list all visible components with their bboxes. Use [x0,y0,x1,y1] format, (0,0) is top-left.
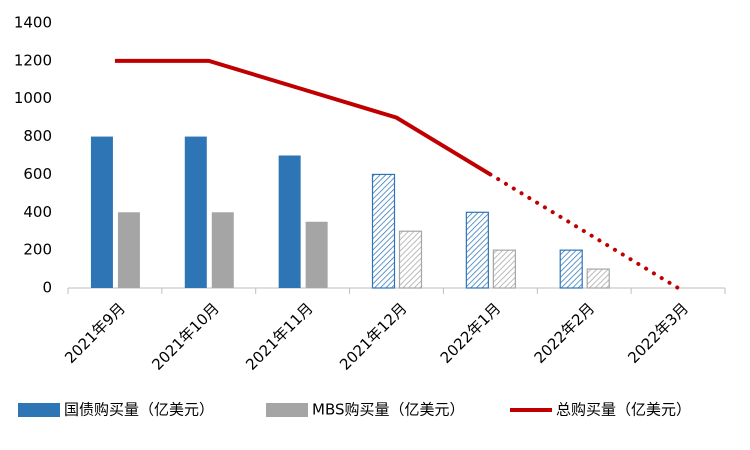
legend-swatch [266,403,308,417]
y-tick-label: 1400 [14,14,52,32]
y-tick-label: 600 [23,165,52,183]
legend-label: 国债购买量（亿美元） [64,401,214,419]
x-tick-label: 2022年2月 [531,299,599,367]
y-tick-label: 400 [23,203,52,221]
x-tick-label: 2021年11月 [242,299,316,373]
y-tick-label: 0 [42,279,52,297]
line-projected [488,172,681,290]
bar [586,268,610,289]
bar [398,230,423,289]
legend-swatch [18,403,60,417]
y-tick-label: 1200 [14,51,52,69]
bar [117,212,140,288]
bar [278,155,301,288]
y-tick-label: 800 [23,127,52,145]
bar [211,212,234,288]
bar [559,249,583,289]
x-tick-label: 2022年1月 [437,299,505,367]
bar [305,221,328,288]
x-tick-label: 2021年10月 [148,299,222,373]
legend-label: 总购买量（亿美元） [556,401,691,419]
bar [371,173,396,289]
bar [465,211,489,289]
x-tick-label: 2021年9月 [61,299,129,367]
legend-label: MBS购买量（亿美元） [312,401,465,419]
y-tick-label: 200 [23,241,52,259]
bar [90,136,113,288]
bar [184,136,207,288]
y-tick-label: 1000 [14,89,52,107]
x-tick-label: 2021年12月 [336,299,410,373]
line [114,58,492,177]
x-tick-label: 2022年3月 [624,299,692,367]
bar [492,249,516,289]
